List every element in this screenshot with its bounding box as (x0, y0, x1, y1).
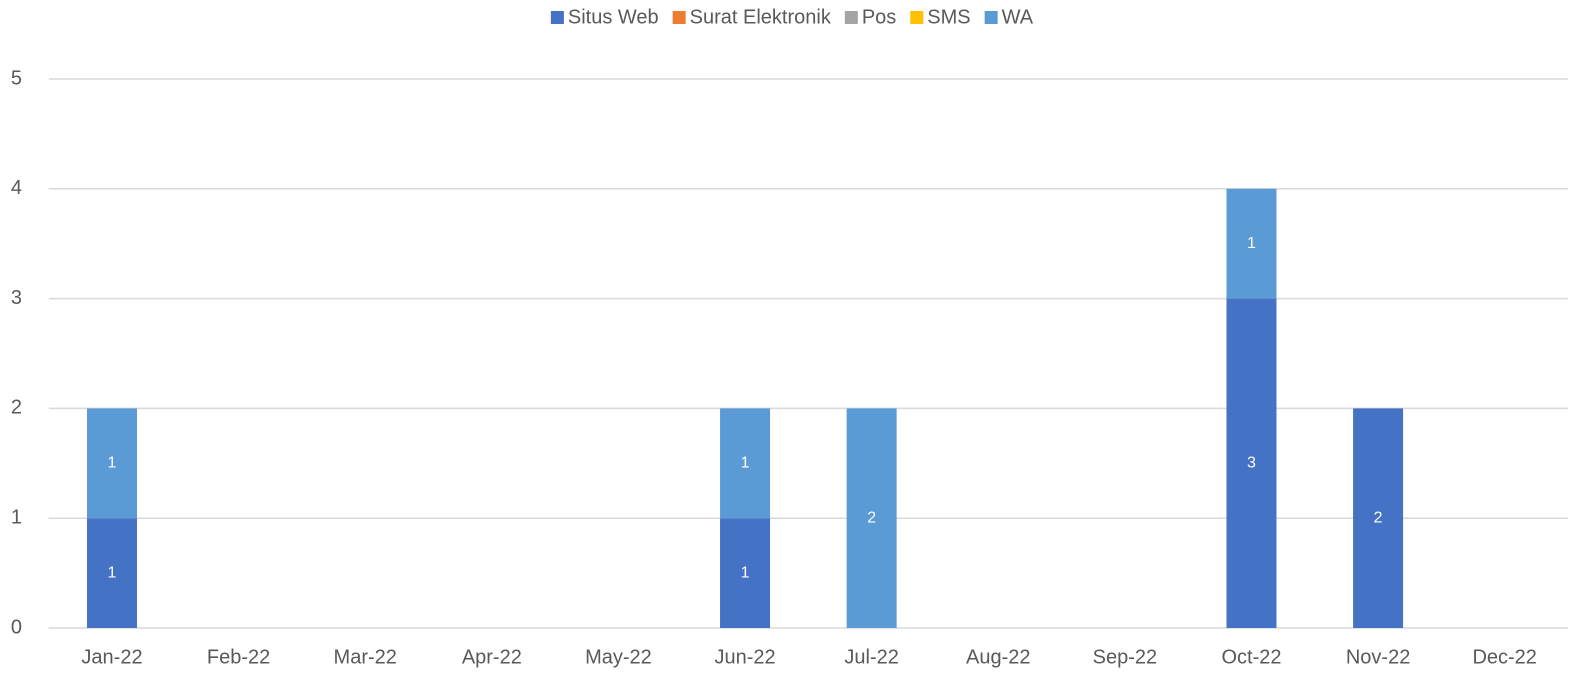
legend-swatch (844, 11, 858, 24)
bar-segment (1226, 298, 1277, 628)
x-tick-label: Mar-22 (334, 646, 397, 668)
legend-label: WA (1002, 6, 1034, 28)
data-label: 2 (867, 509, 876, 526)
legend-label: Surat Elektronik (690, 6, 832, 28)
data-label: 1 (1247, 235, 1256, 252)
legend-swatch (910, 11, 924, 24)
x-tick-label: Dec-22 (1472, 646, 1536, 668)
data-label: 1 (741, 564, 750, 581)
x-tick-label: Aug-22 (966, 646, 1031, 668)
y-tick-label: 2 (11, 397, 22, 419)
bar-segment (87, 518, 138, 628)
x-tick-label: Oct-22 (1221, 646, 1281, 668)
legend: Situs Web Surat Elektronik Pos SMS WA (550, 6, 1034, 28)
bar-segment (1226, 188, 1277, 299)
x-tick-label: Apr-22 (462, 646, 522, 668)
legend-swatch (984, 11, 998, 24)
data-label: 1 (741, 455, 750, 472)
x-tick-label: Feb-22 (207, 646, 270, 668)
data-label: 3 (1247, 455, 1256, 472)
y-tick-label: 5 (11, 67, 22, 89)
bar-segment (87, 408, 138, 519)
x-tick-label: Sep-22 (1093, 646, 1158, 668)
bar-segment (720, 518, 771, 628)
bar-segment (1353, 408, 1404, 628)
data-label: 2 (1374, 509, 1383, 526)
x-tick-label: Jun-22 (714, 646, 775, 668)
data-label: 1 (108, 455, 117, 472)
data-label: 1 (108, 564, 117, 581)
x-tick-label: Nov-22 (1346, 646, 1410, 668)
y-tick-label: 4 (11, 177, 22, 199)
legend-swatch (550, 11, 564, 24)
bar-segment (846, 408, 897, 628)
legend-swatch (672, 11, 686, 24)
legend-label: Situs Web (568, 6, 659, 28)
bar-segment (720, 408, 771, 519)
x-tick-label: May-22 (585, 646, 652, 668)
y-tick-label: 0 (11, 616, 22, 638)
legend-label: SMS (927, 6, 970, 28)
x-tick-label: Jul-22 (844, 646, 898, 668)
y-tick-label: 1 (11, 506, 22, 528)
y-tick-label: 3 (11, 287, 22, 309)
legend-label: Pos (862, 6, 896, 28)
x-tick-label: Jan-22 (81, 646, 142, 668)
